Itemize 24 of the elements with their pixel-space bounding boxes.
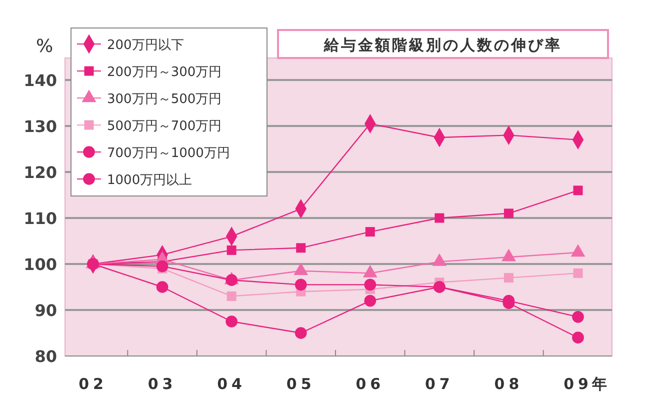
chart-title: 給与金額階級別の人数の伸び率 [323,36,562,54]
y-tick-label: 120 [24,163,57,182]
y-axis-title: % [36,36,54,57]
y-tick-label: 140 [24,71,57,90]
x-axis-title: 年 [591,375,607,393]
x-tick-label: 07 [424,375,454,393]
x-tick-label: 03 [148,375,177,393]
y-tick-label: 90 [34,301,57,320]
x-tick-label: 04 [217,375,246,393]
y-tick-label: 80 [34,347,57,366]
legend-label: 500万円～700万円 [107,119,222,134]
x-tick-label: 02 [78,375,108,393]
x-tick-label: 08 [494,375,524,393]
legend-label: 300万円～500万円 [107,92,222,107]
x-tick-label: 09 [564,375,592,393]
x-tick-label: 05 [286,375,316,393]
legend-label: 1000万円以上 [107,173,192,188]
x-tick-label: 06 [356,375,385,393]
y-tick-label: 100 [24,255,57,274]
y-tick-label: 130 [24,117,57,136]
y-tick-label: 110 [24,209,57,228]
legend-label: 200万円以下 [107,38,184,53]
legend-label: 700万円～1000万円 [107,146,230,161]
legend-label: 200万円～300万円 [107,65,222,80]
